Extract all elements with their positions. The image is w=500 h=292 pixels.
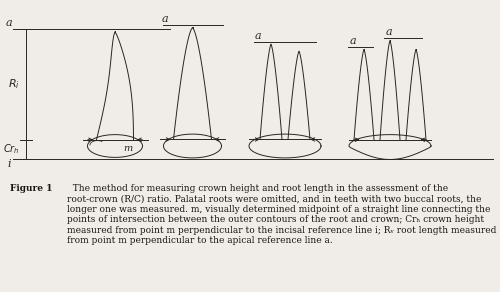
Text: m: m [123,144,132,153]
Text: The method for measuring crown height and root length in the assessment of the r: The method for measuring crown height an… [66,184,496,245]
Text: Figure 1: Figure 1 [10,184,52,193]
Text: $Cr_h$: $Cr_h$ [2,142,20,156]
Text: a: a [162,14,168,24]
Text: $R_i$: $R_i$ [8,77,20,91]
Text: a: a [386,27,392,37]
Text: i: i [7,159,11,168]
Text: a: a [349,36,356,46]
Text: a: a [6,18,12,28]
Text: a: a [254,31,261,41]
